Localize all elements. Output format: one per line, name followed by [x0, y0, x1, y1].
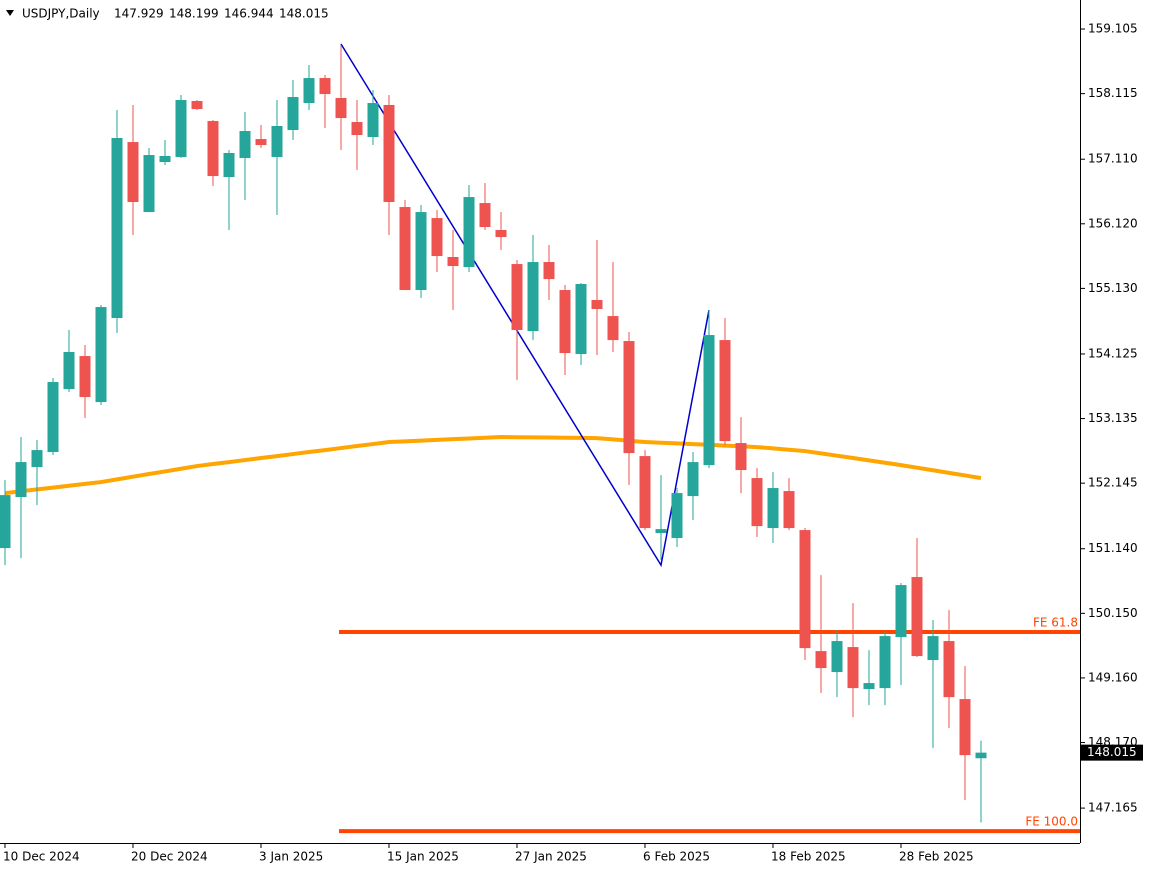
y-tick-label: 151.140	[1088, 541, 1138, 555]
candle-body	[63, 352, 75, 390]
symbol: USDJPY,Daily	[22, 7, 100, 21]
candle-body	[271, 125, 283, 157]
candle-body	[255, 139, 267, 146]
y-tick-label: 159.105	[1088, 22, 1138, 36]
candle-body	[463, 197, 475, 268]
candle-body	[511, 264, 523, 331]
candle-body	[911, 577, 923, 657]
candle-body	[47, 382, 59, 453]
x-tick-label: 20 Dec 2024	[131, 850, 208, 864]
header-low: 146.944	[224, 7, 274, 21]
y-tick-label: 152.145	[1088, 476, 1138, 490]
moving-average	[4, 435, 982, 496]
fibo-label: FE 61.8	[1033, 616, 1078, 630]
current-price-box	[1081, 744, 1143, 761]
current-price: 148.015	[1087, 745, 1137, 759]
candle-body	[415, 212, 427, 291]
candle-body	[31, 450, 43, 468]
candle-body	[895, 585, 907, 638]
header-close: 148.015	[279, 7, 329, 21]
candle-body	[447, 257, 459, 267]
candle-body	[863, 683, 875, 690]
candle-body	[927, 636, 939, 661]
candle-body	[207, 121, 219, 177]
zigzag	[340, 43, 710, 568]
candle-body	[431, 218, 443, 257]
y-tick-label: 153.135	[1088, 411, 1138, 425]
candle-body	[111, 137, 123, 319]
candle-body	[127, 142, 139, 203]
y-tick-label: 150.150	[1088, 606, 1138, 620]
candle-body	[335, 98, 347, 119]
candle-body	[319, 78, 331, 95]
collapse-icon[interactable]	[6, 10, 14, 16]
candle-body	[383, 104, 395, 203]
x-tick-label: 10 Dec 2024	[3, 850, 80, 864]
x-tick-label: 6 Feb 2025	[643, 850, 710, 864]
x-tick-label: 28 Feb 2025	[899, 850, 974, 864]
candle-body	[479, 203, 491, 227]
candle-body	[847, 647, 859, 689]
candle-body	[687, 462, 699, 497]
candle-body	[0, 495, 11, 549]
candle-body	[287, 97, 299, 131]
candle-body	[767, 488, 779, 529]
candle-body	[719, 340, 731, 442]
candle-body	[303, 78, 315, 104]
candle-body	[559, 290, 571, 354]
candle-body	[399, 207, 411, 291]
fibo-label: FE 100.0	[1025, 815, 1078, 829]
candle-body	[639, 456, 651, 529]
candle-body	[159, 156, 171, 163]
candle-body	[143, 155, 155, 213]
candle-body	[879, 636, 891, 689]
candle-body	[799, 530, 811, 649]
candle-body	[191, 101, 203, 110]
candle-body	[671, 493, 683, 539]
candle-body	[607, 316, 619, 341]
candle-body	[735, 443, 747, 471]
header-high: 148.199	[169, 7, 219, 21]
candle-body	[975, 752, 987, 759]
x-tick-label: 3 Jan 2025	[259, 850, 323, 864]
candle-body	[703, 335, 715, 466]
y-tick-label: 147.165	[1088, 801, 1138, 815]
x-tick-label: 15 Jan 2025	[387, 850, 459, 864]
candle-body	[575, 284, 587, 355]
candle-body	[959, 699, 971, 756]
y-tick-label: 154.125	[1088, 346, 1138, 360]
y-tick-label: 157.110	[1088, 152, 1138, 166]
candle-body	[527, 262, 539, 332]
header-open: 147.929	[114, 7, 164, 21]
candle-body	[623, 341, 635, 454]
y-tick-label: 158.115	[1088, 86, 1138, 100]
candle-body	[751, 478, 763, 527]
candle-body	[79, 356, 91, 398]
y-tick-label: 156.120	[1088, 216, 1138, 230]
candle-body	[543, 262, 555, 280]
candle-body	[15, 462, 27, 498]
candle-body	[367, 103, 379, 138]
y-tick-label: 155.130	[1088, 281, 1138, 295]
candle-body	[831, 641, 843, 673]
candle-body	[943, 641, 955, 698]
candle-body	[223, 153, 235, 178]
candle-body	[495, 229, 507, 238]
y-tick-label: 149.160	[1088, 670, 1138, 684]
candle-body	[591, 300, 603, 310]
candle-body	[815, 651, 827, 669]
x-tick-label: 27 Jan 2025	[515, 850, 587, 864]
candle-body	[95, 307, 107, 403]
x-tick-label: 18 Feb 2025	[771, 850, 846, 864]
candle-body	[351, 122, 363, 135]
candle-body	[783, 491, 795, 529]
candle-body	[175, 100, 187, 157]
candle-body	[655, 529, 667, 534]
candle-body	[239, 131, 251, 159]
